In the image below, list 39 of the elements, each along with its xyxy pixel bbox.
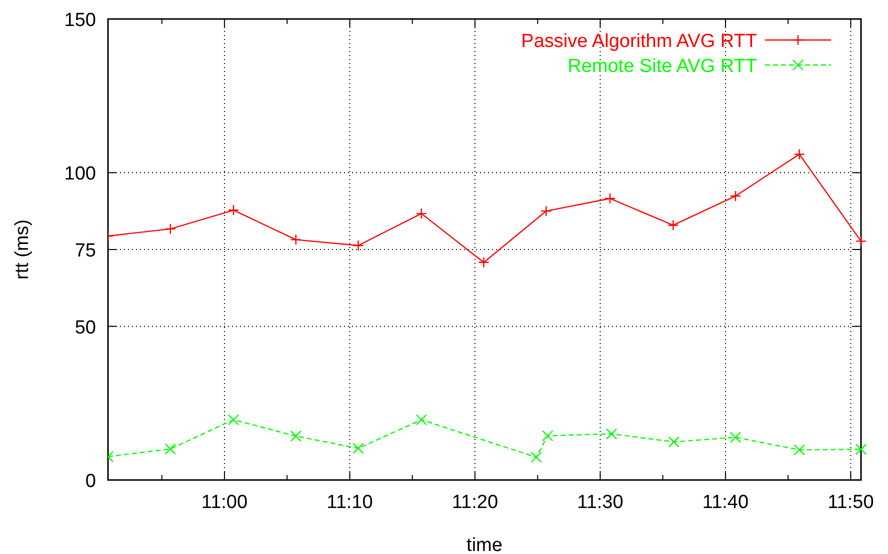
x-tick-label: 11:00 [201,492,248,513]
x-axis-title: time [466,535,502,554]
y-axis-title: rtt (ms) [12,219,33,280]
point [228,204,240,216]
y-tick-label: 50 [74,317,96,338]
point [855,444,867,455]
point [352,442,364,454]
point [668,220,679,231]
legend-label: Passive Algorithm AVG RTT [521,31,758,52]
x-tick-label: 11:50 [828,492,874,513]
point [606,428,618,440]
legend-label: Remote Site AVG RTT [568,56,758,77]
point [478,256,490,268]
x-tick-label: 11:30 [577,492,624,513]
y-tick-label: 100 [64,164,96,185]
point [855,236,867,247]
point [794,444,805,456]
point [730,190,742,202]
y-tick-label: 0 [85,471,96,492]
point [164,223,176,235]
point [730,432,742,443]
point [228,414,240,426]
x-tick-label: 11:10 [326,492,373,513]
point [164,443,176,455]
point [542,430,554,442]
point [290,234,302,246]
point [416,208,427,220]
point [604,192,616,204]
x-tick-label: 11:40 [702,492,749,513]
point [290,430,302,442]
point [668,436,680,448]
x-tick-label: 11:20 [452,492,498,513]
point [794,148,805,160]
y-tick-label: 75 [74,240,96,262]
y-tick-label: 150 [64,10,96,31]
point [352,240,364,252]
point [416,414,427,426]
point [540,205,552,217]
point [530,452,542,463]
